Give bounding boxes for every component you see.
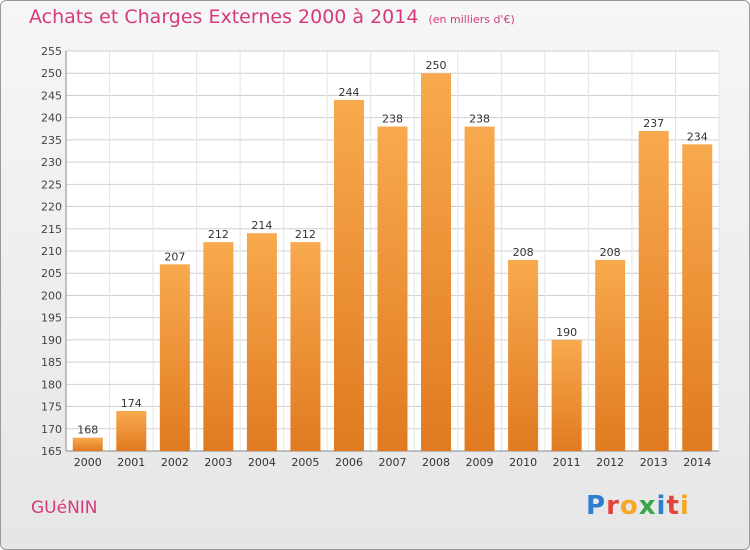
bar — [551, 339, 582, 451]
data-label: 174 — [121, 397, 142, 410]
bar — [159, 264, 190, 451]
x-tick-label: 2013 — [640, 456, 668, 469]
bar — [421, 73, 452, 451]
y-tick-label: 250 — [41, 67, 62, 80]
y-tick-label: 185 — [41, 356, 62, 369]
x-tick-label: 2002 — [161, 456, 189, 469]
bar — [203, 242, 234, 451]
data-label: 238 — [469, 113, 490, 126]
data-label: 234 — [687, 130, 708, 143]
y-tick-label: 225 — [41, 178, 62, 191]
x-tick-label: 2005 — [291, 456, 319, 469]
data-label: 250 — [426, 59, 447, 72]
x-tick-label: 2000 — [74, 456, 102, 469]
y-tick-label: 170 — [41, 423, 62, 436]
data-label: 238 — [382, 113, 403, 126]
commune-name: GUéNIN — [31, 498, 98, 518]
chart-subtitle: (en milliers d'€) — [428, 13, 515, 26]
proxiti-logo: Proxiti — [586, 491, 690, 521]
x-tick-label: 2003 — [204, 456, 232, 469]
y-tick-label: 245 — [41, 89, 62, 102]
chart-title: Achats et Charges Externes 2000 à 2014 (e… — [29, 6, 515, 28]
bar — [116, 411, 147, 451]
bar — [72, 437, 103, 451]
data-label: 168 — [77, 424, 98, 437]
y-tick-label: 215 — [41, 223, 62, 236]
x-tick-label: 2010 — [509, 456, 537, 469]
x-tick-label: 2001 — [117, 456, 145, 469]
data-label: 214 — [251, 219, 272, 232]
y-tick-label: 235 — [41, 134, 62, 147]
x-tick-label: 2004 — [248, 456, 276, 469]
y-tick-label: 220 — [41, 201, 62, 214]
y-tick-label: 255 — [41, 45, 62, 58]
x-tick-label: 2011 — [553, 456, 581, 469]
x-tick-label: 2009 — [466, 456, 494, 469]
bar — [595, 259, 626, 451]
y-tick-label: 210 — [41, 245, 62, 258]
y-tick-label: 205 — [41, 267, 62, 280]
bar — [290, 242, 321, 451]
bar — [246, 233, 277, 451]
y-tick-label: 180 — [41, 378, 62, 391]
y-tick-label: 200 — [41, 289, 62, 302]
data-label: 207 — [164, 250, 185, 263]
data-label: 208 — [600, 246, 621, 259]
data-label: 244 — [338, 86, 359, 99]
data-label: 237 — [643, 117, 664, 130]
data-label: 208 — [513, 246, 534, 259]
x-tick-label: 2006 — [335, 456, 363, 469]
bar — [333, 99, 364, 451]
y-tick-label: 175 — [41, 401, 62, 414]
data-label: 212 — [208, 228, 229, 241]
y-tick-label: 230 — [41, 156, 62, 169]
data-label: 190 — [556, 326, 577, 339]
bar — [464, 126, 495, 452]
y-tick-label: 195 — [41, 312, 62, 325]
bar — [682, 144, 713, 452]
y-tick-label: 240 — [41, 112, 62, 125]
title-text: Achats et Charges Externes 2000 à 2014 — [29, 6, 419, 28]
x-tick-label: 2012 — [596, 456, 624, 469]
data-label: 212 — [295, 228, 316, 241]
x-tick-label: 2014 — [683, 456, 711, 469]
y-tick-label: 190 — [41, 334, 62, 347]
bar — [638, 131, 669, 451]
x-tick-label: 2008 — [422, 456, 450, 469]
x-tick-label: 2007 — [379, 456, 407, 469]
bar — [508, 259, 539, 451]
y-tick-label: 165 — [41, 445, 62, 458]
bar — [377, 126, 408, 452]
